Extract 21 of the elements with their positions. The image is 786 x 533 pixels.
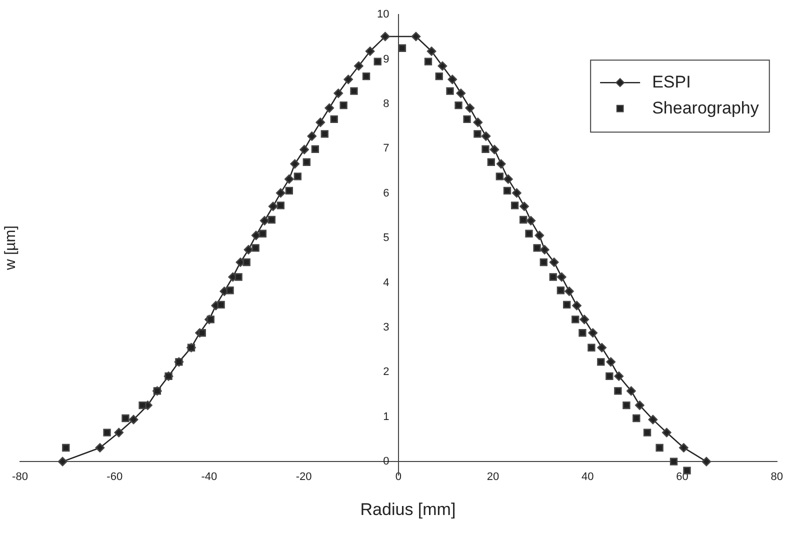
y-tick-label: 10 (377, 8, 398, 21)
y-tick-label: 6 (383, 187, 398, 200)
x-tick-label: -20 (296, 471, 312, 484)
x-tick-label: -40 (201, 471, 218, 484)
x-tick-label: -60 (106, 471, 123, 484)
y-tick-label: 8 (383, 98, 398, 110)
x-tick-label: 40 (582, 471, 594, 484)
x-tick-label: 20 (486, 471, 500, 484)
legend-label: Shearography (652, 98, 760, 118)
y-tick-label: 2 (383, 366, 398, 378)
y-tick-label: 7 (383, 142, 398, 155)
x-axis-title: Radius [mm] (359, 500, 457, 520)
y-tick-label: 5 (383, 232, 398, 244)
x-tick-label: 80 (770, 471, 784, 484)
y-tick-label: 3 (383, 322, 398, 334)
y-axis-title: w [µm] (2, 226, 19, 270)
legend-label: ESPI (652, 72, 691, 92)
x-tick-label: -80 (12, 471, 28, 484)
y-tick-label: 9 (383, 53, 398, 66)
y-tick-label: 4 (383, 276, 398, 289)
y-tick-label: 1 (383, 410, 398, 423)
